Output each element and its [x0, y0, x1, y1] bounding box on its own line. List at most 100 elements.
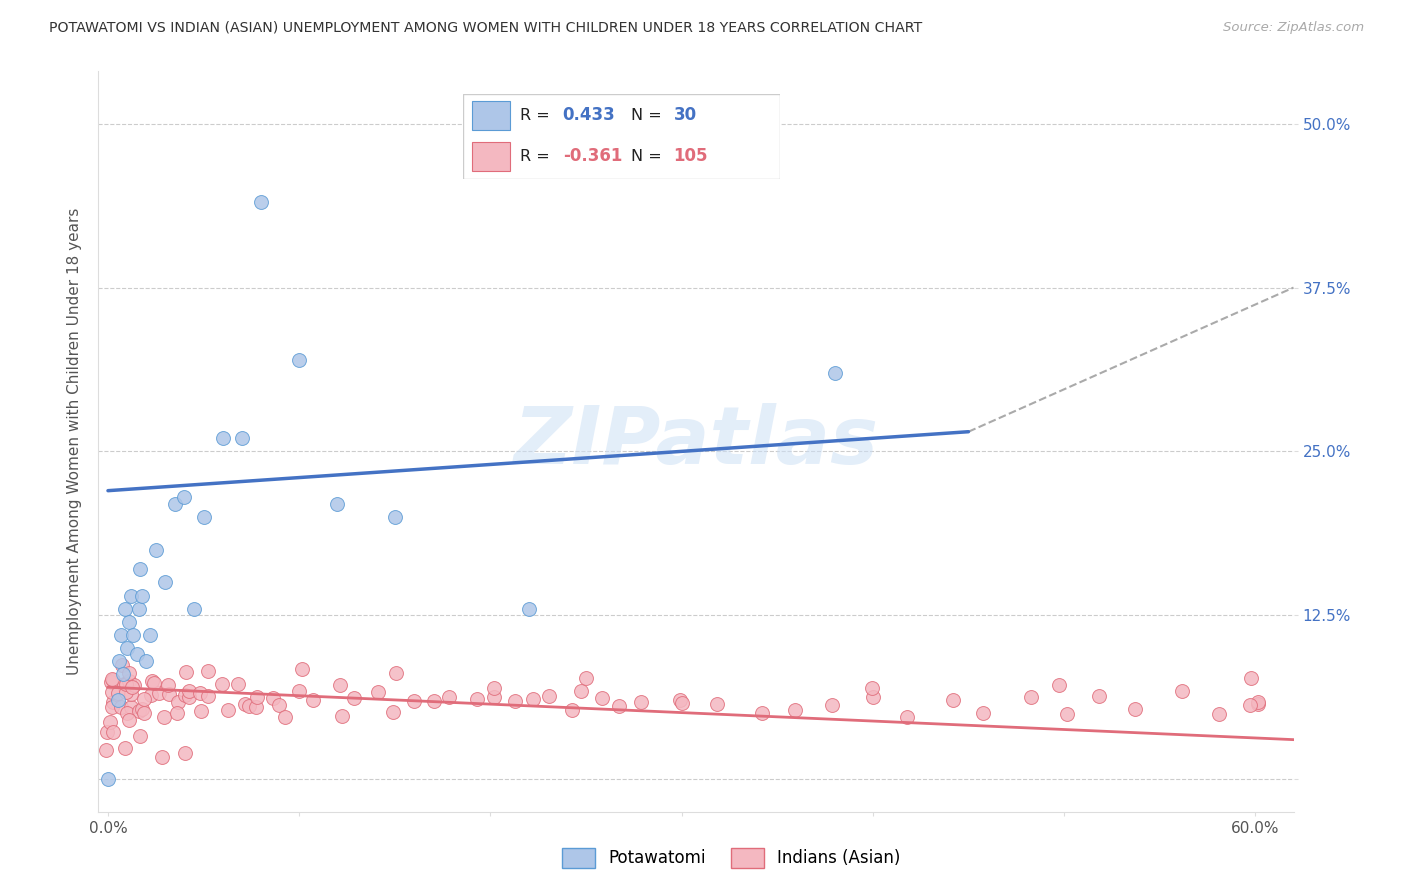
Point: [1247, 697, 1270, 711]
Point: [437, 690, 460, 704]
Point: [183, 601, 205, 615]
Point: [101, 673, 124, 687]
Point: [972, 706, 994, 720]
Point: [117, 706, 139, 720]
Point: [384, 509, 406, 524]
Point: [575, 671, 598, 685]
Point: [114, 601, 136, 615]
Point: [135, 654, 157, 668]
Point: [238, 698, 260, 713]
Point: [193, 509, 215, 524]
Point: [1247, 695, 1270, 709]
Point: [120, 589, 142, 603]
Point: [824, 366, 846, 380]
Point: [1047, 678, 1070, 692]
Point: [269, 698, 291, 712]
Point: [384, 665, 406, 680]
Point: [179, 690, 201, 705]
Point: [118, 615, 141, 629]
Point: [141, 673, 163, 688]
Point: [166, 706, 188, 720]
Point: [131, 589, 153, 603]
Point: [101, 695, 124, 709]
Point: [117, 713, 139, 727]
Point: [124, 678, 146, 692]
Point: [217, 703, 239, 717]
Point: [482, 681, 505, 695]
Point: [96, 743, 118, 757]
Point: [107, 693, 129, 707]
Point: [1021, 690, 1043, 705]
Point: [404, 694, 426, 708]
Point: [465, 692, 488, 706]
Point: [101, 700, 124, 714]
Point: [100, 674, 122, 689]
Point: [145, 542, 167, 557]
Point: [591, 690, 613, 705]
Point: [190, 704, 212, 718]
Point: [129, 729, 152, 743]
Point: [101, 673, 124, 687]
Point: [142, 675, 165, 690]
Point: [114, 741, 136, 756]
Point: [156, 678, 179, 692]
Point: [121, 680, 143, 694]
Point: [517, 601, 540, 615]
Point: [125, 648, 148, 662]
Point: [163, 497, 186, 511]
Point: [367, 685, 389, 699]
Point: [174, 747, 197, 761]
Point: [115, 640, 138, 655]
Point: [343, 691, 366, 706]
Point: [112, 677, 135, 691]
Point: [111, 658, 134, 673]
Point: [329, 678, 352, 692]
Point: [821, 698, 844, 712]
Point: [101, 724, 124, 739]
Point: [157, 687, 180, 701]
Point: [139, 628, 162, 642]
Point: [174, 665, 197, 680]
Point: [114, 685, 136, 699]
Point: [96, 724, 118, 739]
Point: [167, 695, 190, 709]
Point: [120, 687, 142, 701]
Point: [98, 715, 121, 730]
Point: [128, 704, 150, 718]
Point: [302, 693, 325, 707]
Point: [112, 667, 135, 681]
Point: [1123, 702, 1146, 716]
Point: [150, 749, 173, 764]
Point: [942, 693, 965, 707]
Point: [110, 628, 132, 642]
Text: Source: ZipAtlas.com: Source: ZipAtlas.com: [1223, 21, 1364, 34]
Y-axis label: Unemployment Among Women with Children Under 18 years: Unemployment Among Women with Children U…: [66, 208, 82, 675]
Point: [537, 689, 560, 703]
Point: [231, 431, 253, 445]
Point: [783, 703, 806, 717]
Point: [188, 686, 211, 700]
Point: [1171, 684, 1194, 698]
Point: [250, 195, 273, 210]
Point: [1240, 672, 1263, 686]
Point: [107, 685, 129, 699]
Point: [226, 677, 249, 691]
Point: [274, 709, 297, 723]
Point: [330, 709, 353, 723]
Legend: Potawatomi, Indians (Asian): Potawatomi, Indians (Asian): [555, 841, 907, 875]
Point: [173, 688, 195, 702]
Point: [197, 665, 219, 679]
Point: [114, 677, 136, 691]
Point: [141, 689, 163, 703]
Point: [120, 700, 142, 714]
Point: [422, 693, 444, 707]
Point: [607, 699, 630, 714]
Point: [118, 665, 141, 680]
Point: [1056, 706, 1078, 721]
Point: [751, 706, 773, 721]
Point: [108, 654, 131, 668]
Point: [522, 692, 544, 706]
Point: [669, 693, 692, 707]
Point: [211, 431, 233, 445]
Point: [97, 772, 120, 786]
